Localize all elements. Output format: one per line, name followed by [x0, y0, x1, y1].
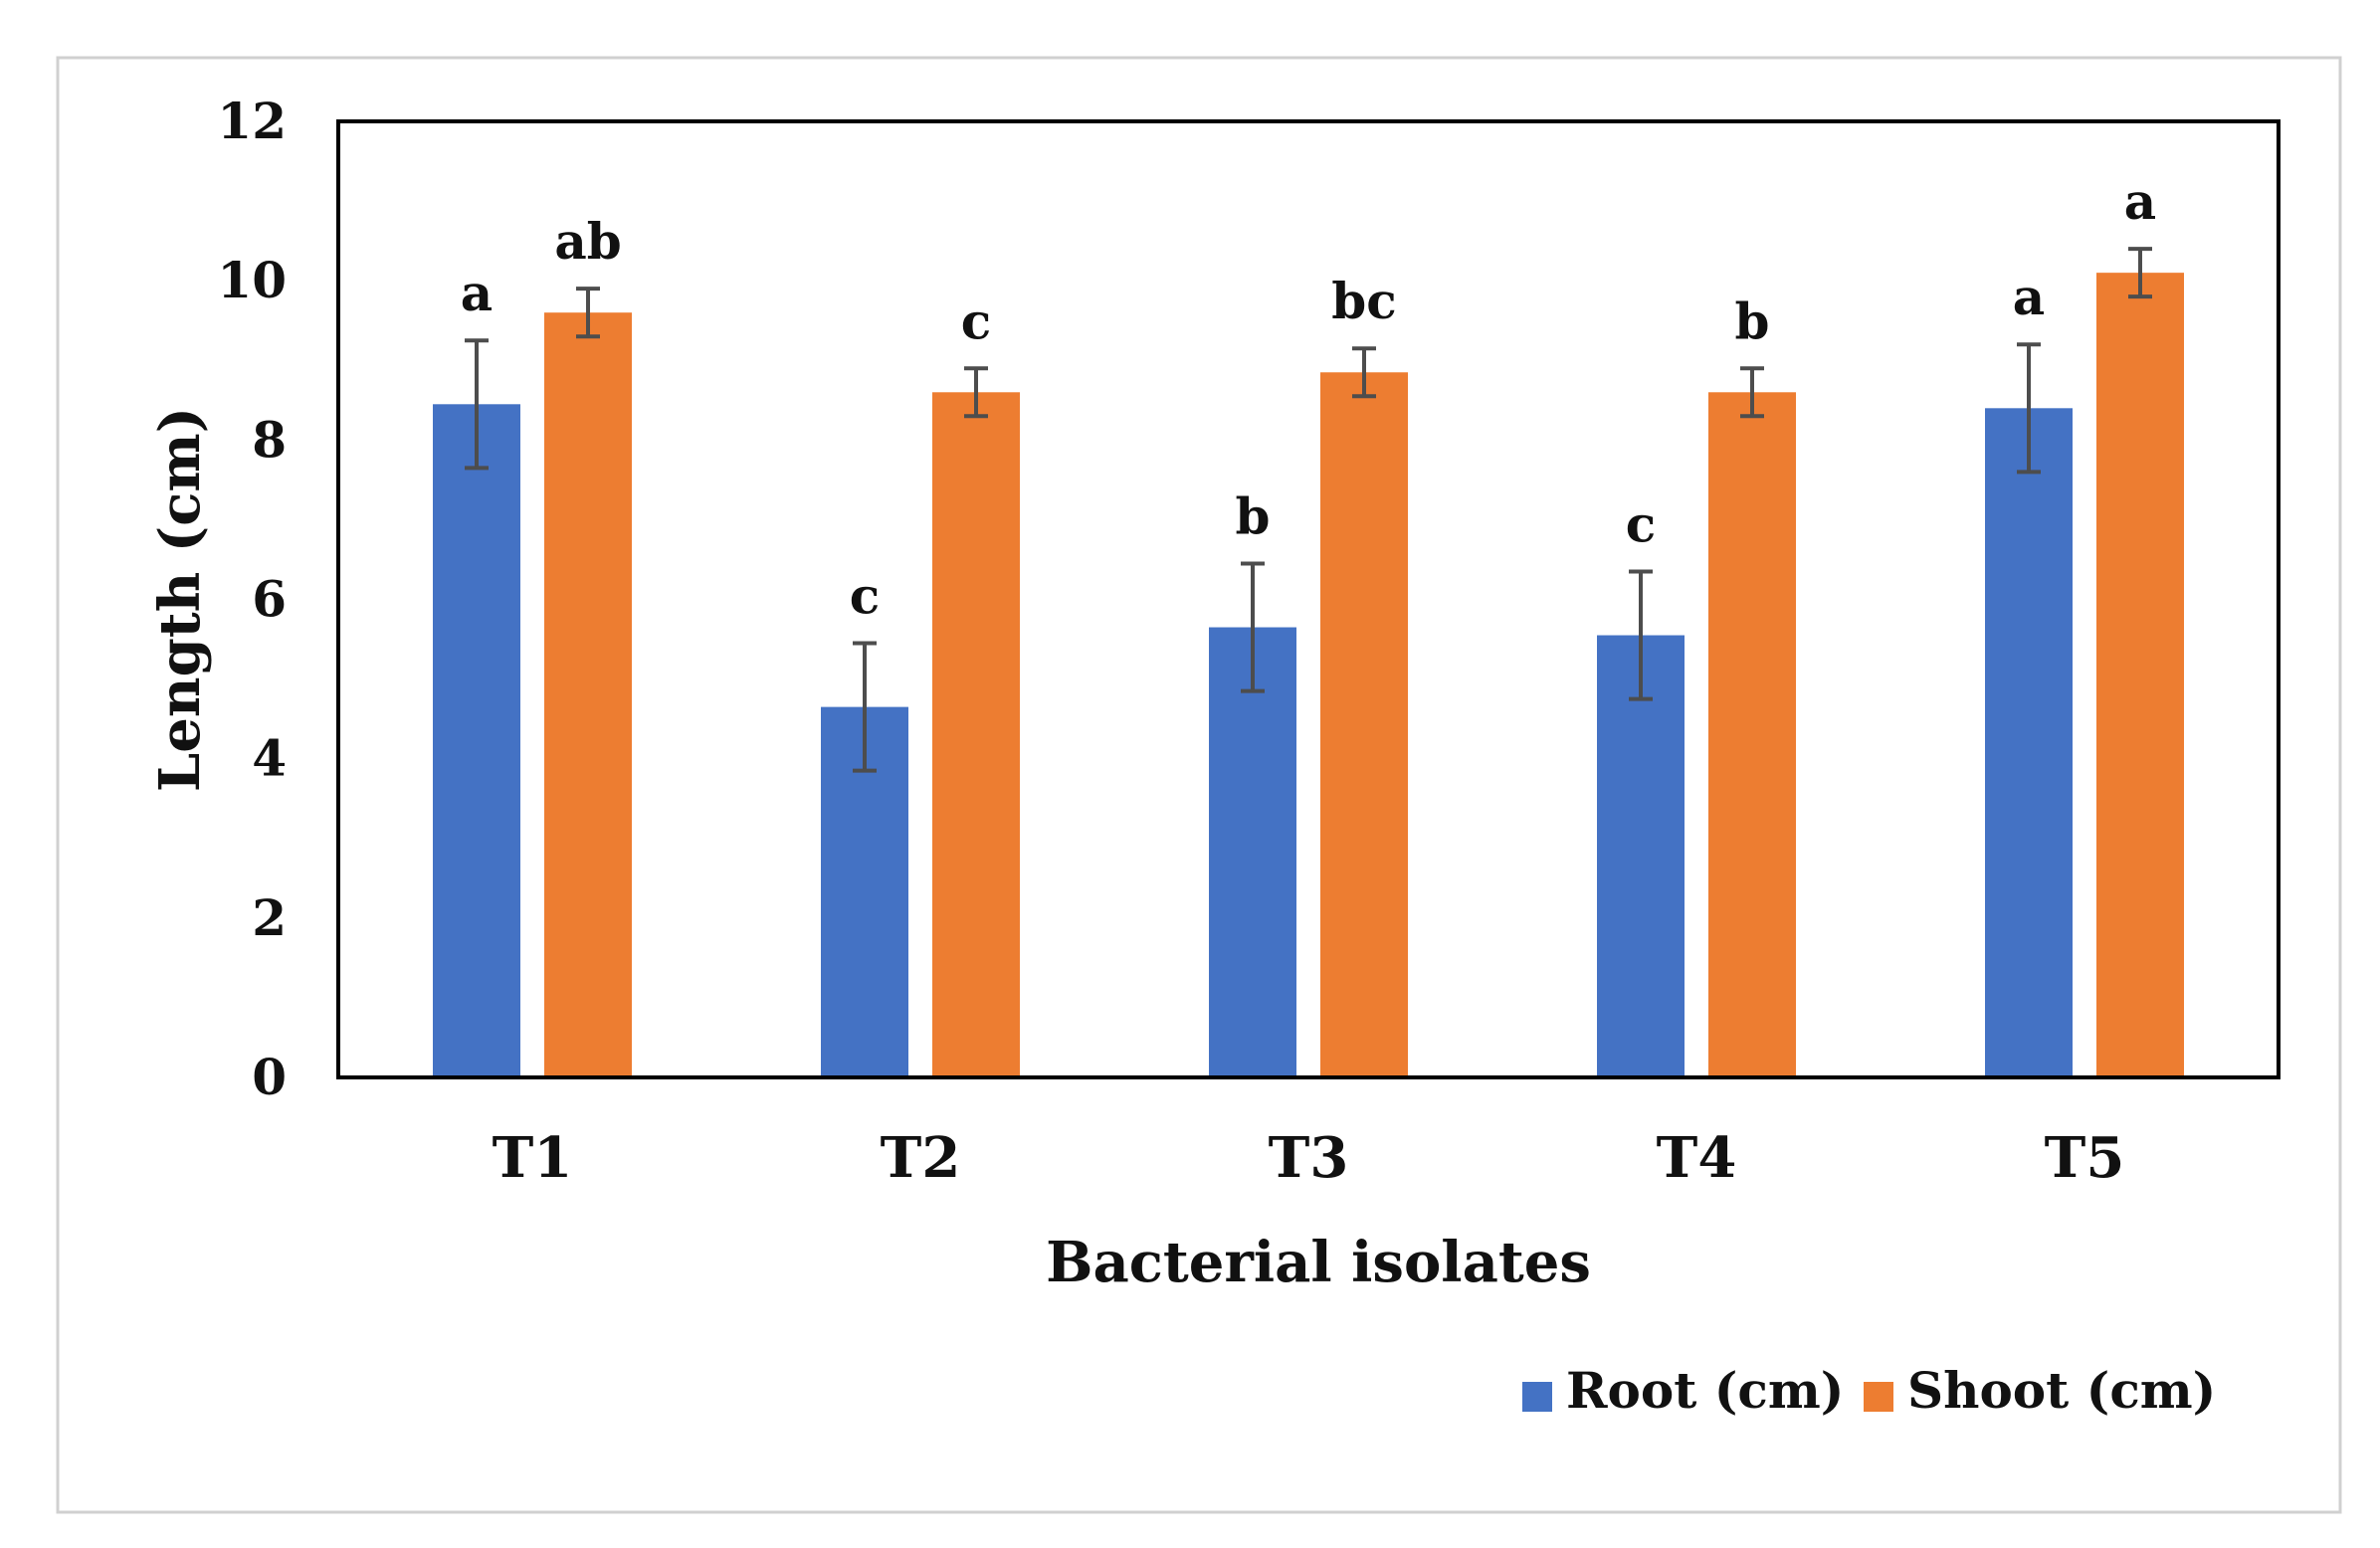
y-tick-label: 0 — [252, 1048, 287, 1106]
y-axis-ticks: 0 2 4 6 8 10 12 — [217, 92, 287, 1106]
y-tick-label: 10 — [217, 251, 287, 309]
bars-layer — [433, 273, 2184, 1077]
bar-root — [433, 404, 520, 1077]
x-tick-label: T5 — [2045, 1125, 2125, 1191]
error-bar — [964, 366, 988, 419]
legend-swatch-root — [1522, 1382, 1552, 1412]
bar-shoot — [544, 312, 632, 1077]
legend-label-root: Root (cm) — [1566, 1361, 1844, 1420]
significance-letter: c — [961, 291, 991, 350]
legend-label-shoot: Shoot (cm) — [1907, 1361, 2216, 1420]
error-bar — [465, 338, 489, 471]
bar-shoot — [1320, 372, 1408, 1077]
plot-area-frame — [336, 119, 2281, 1079]
y-tick-label: 2 — [252, 888, 287, 947]
error-bar — [1241, 561, 1265, 693]
x-tick-label: T2 — [881, 1125, 961, 1191]
significance-letter: b — [1236, 486, 1271, 545]
significance-letter: b — [1735, 291, 1770, 350]
x-tick-label: T3 — [1269, 1125, 1349, 1191]
error-bar — [1352, 346, 1376, 399]
error-bar — [1740, 366, 1764, 419]
legend: Root (cm) Shoot (cm) — [1522, 1361, 2216, 1420]
bar-shoot — [2096, 273, 2184, 1077]
bar-shoot — [932, 392, 1020, 1077]
significance-letter: bc — [1331, 272, 1396, 330]
y-tick-label: 8 — [252, 410, 287, 469]
error-bar — [576, 287, 600, 339]
error-bar — [853, 641, 877, 773]
significance-letter: ab — [554, 212, 621, 271]
legend-swatch-shoot — [1864, 1382, 1893, 1412]
significance-letter: c — [1626, 494, 1656, 553]
bar-root — [1985, 408, 2073, 1077]
bar-root — [1209, 627, 1296, 1077]
x-axis-ticks: T1 T2 T3 T4 T5 — [493, 1125, 2125, 1191]
error-bar — [2128, 247, 2152, 299]
y-tick-label: 6 — [252, 570, 287, 629]
significance-letter: a — [2013, 268, 2045, 326]
error-bar — [2017, 342, 2041, 475]
x-axis-title: Bacterial isolates — [1046, 1230, 1591, 1295]
bar-shoot — [1708, 392, 1796, 1077]
y-axis-title: Length (cm) — [147, 407, 213, 792]
error-bar — [1629, 569, 1653, 701]
x-tick-label: T1 — [493, 1125, 573, 1191]
significance-letter: a — [2124, 172, 2156, 231]
significance-letter: a — [461, 264, 493, 322]
y-tick-label: 12 — [217, 92, 287, 150]
significance-labels-layer: a ab c c b bc c b a a — [461, 172, 2156, 625]
x-tick-label: T4 — [1657, 1125, 1737, 1191]
y-tick-label: 4 — [252, 729, 287, 788]
error-bars-layer — [465, 247, 2152, 773]
significance-letter: c — [850, 567, 880, 626]
bar-root — [1597, 635, 1685, 1077]
